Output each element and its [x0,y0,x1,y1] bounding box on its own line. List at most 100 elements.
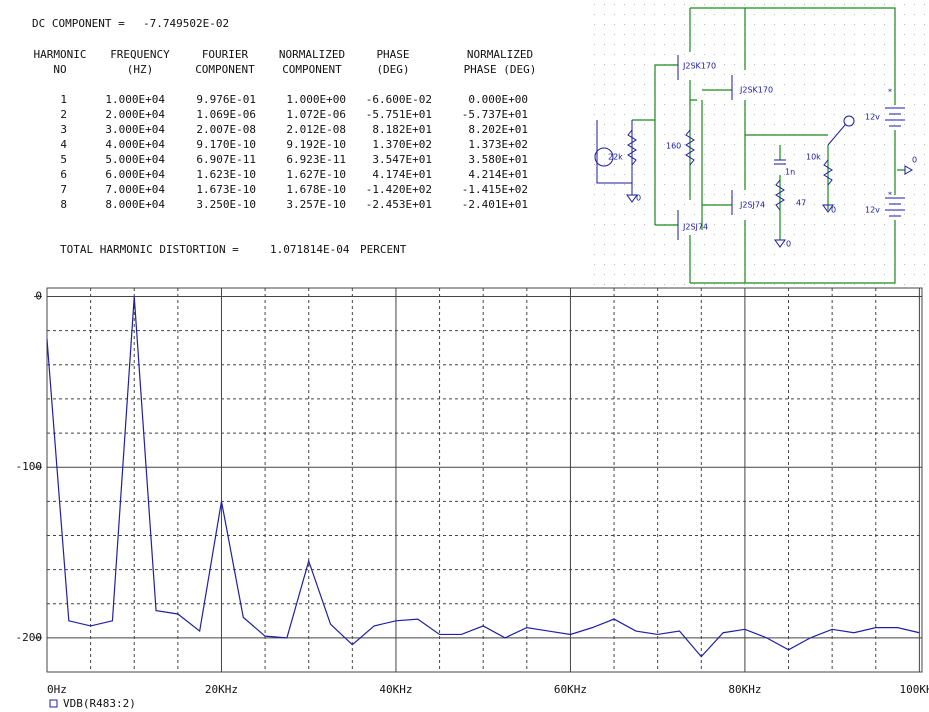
schematic-label: * [888,191,892,200]
y-tick-label: 0 [35,290,42,303]
table-cell: 7.000E+04 [105,183,165,196]
table-cell: 3.257E-10 [286,198,346,211]
table-cell: 1.673E-10 [196,183,256,196]
table-cell: 7 [60,183,67,196]
schematic-label: J2SJ74 [682,223,708,232]
table-cell: 1.678E-10 [286,183,346,196]
table-cell: 8.202E+01 [468,123,528,136]
schematic-label: 22k [608,153,623,162]
schematic-background [585,0,929,288]
y-tick-label: -200 [16,631,43,644]
table-cell: -2.453E+01 [366,198,432,211]
thd-value: 1.071814E-04 [270,243,350,256]
schematic-label: 12v [865,206,880,215]
table-cell: 1.000E+00 [286,93,346,106]
table-cell: 4.174E+01 [372,168,432,181]
schematic-label: 0 [636,194,641,203]
table-cell: 4.214E+01 [468,168,528,181]
x-tick-label: 20KHz [205,683,238,696]
column-header: FREQUENCY [110,48,170,61]
table-cell: 3.580E+01 [468,153,528,166]
table-cell: -2.401E+01 [462,198,528,211]
schematic-label: J2SJ74 [739,201,765,210]
table-cell: 5.000E+04 [105,153,165,166]
x-tick-label: 40KHz [379,683,412,696]
legend-label: VDB(R483:2) [63,697,136,710]
table-cell: 3.250E-10 [196,198,256,211]
table-cell: 1.069E-06 [196,108,256,121]
schematic-label: 10k [806,153,821,162]
table-cell: 1.072E-06 [286,108,346,121]
x-tick-label: 80KHz [728,683,761,696]
column-header: (DEG) [376,63,409,76]
table-cell: 2.007E-08 [196,123,256,136]
table-cell: 9.976E-01 [196,93,256,106]
schematic: J2SK170 J2SK170 160 J2SJ74 J2SJ74 22k 0 1n 47 10k… [585,0,929,288]
schematic-label: * [888,88,892,97]
table-cell: 1.370E+02 [372,138,432,151]
table-cell: 8 [60,198,67,211]
y-tick-label: -100 [16,460,43,473]
schematic-label: J2SK170 [682,62,716,71]
legend-swatch [49,699,58,708]
table-cell: 0.000E+00 [468,93,528,106]
column-header: PHASE [376,48,409,61]
table-cell: -1.420E+02 [366,183,432,196]
schematic-label: 160 [666,142,681,151]
x-tick-label: 0Hz [47,683,67,696]
table-cell: 1.623E-10 [196,168,256,181]
table-cell: 8.000E+04 [105,198,165,211]
schematic-label: 12v [865,113,880,122]
components [596,55,914,248]
wires [632,7,905,284]
source [594,147,614,167]
table-cell: -6.600E-02 [366,93,432,106]
thd-label: TOTAL HARMONIC DISTORTION = [60,243,239,256]
x-tick-label: 60KHz [554,683,587,696]
table-cell: 1.627E-10 [286,168,346,181]
thd-unit: PERCENT [360,243,407,256]
dc-value: -7.749502E-02 [143,17,229,30]
table-cell: 4 [60,138,67,151]
table-cell: 6.907E-11 [196,153,256,166]
column-header: PHASE (DEG) [464,63,537,76]
column-header: NORMALIZED [279,48,345,61]
column-header: FOURIER [202,48,249,61]
table-cell: 9.192E-10 [286,138,346,151]
table-cell: 6.000E+04 [105,168,165,181]
table-cell: 4.000E+04 [105,138,165,151]
table-cell: -5.751E+01 [366,108,432,121]
schematic-label: 0 [786,240,791,249]
table-cell: 5 [60,153,67,166]
table-cell: 1 [60,93,67,106]
table-cell: 1.373E+02 [468,138,528,151]
table-cell: 1.000E+04 [105,93,165,106]
schematic-label: 47 [796,199,806,208]
table-cell: 2.012E-08 [286,123,346,136]
dc-label: DC COMPONENT = [32,17,125,30]
table-cell: -5.737E+01 [462,108,528,121]
table-cell: 3.547E+01 [372,153,432,166]
column-header: HARMONIC [34,48,87,61]
table-cell: 2.000E+04 [105,108,165,121]
table-cell: 9.170E-10 [196,138,256,151]
series-line [46,296,920,658]
table-cell: 3 [60,123,67,136]
schematic-label: J2SK170 [739,86,773,95]
probe [843,115,855,127]
column-header: NORMALIZED [467,48,533,61]
table-cell: 6 [60,168,67,181]
table-cell: 8.182E+01 [372,123,432,136]
column-header: COMPONENT [195,63,255,76]
table-cell: -1.415E+02 [462,183,528,196]
schematic-label: 0 [831,206,836,215]
column-header: NO [53,63,66,76]
table-cell: 6.923E-11 [286,153,346,166]
schematic-label: 1n [785,168,795,177]
x-tick-label: 100KHz [900,683,929,696]
column-header: (HZ) [127,63,154,76]
column-header: COMPONENT [282,63,342,76]
schematic-label: 0 [912,156,917,165]
table-cell: 3.000E+04 [105,123,165,136]
